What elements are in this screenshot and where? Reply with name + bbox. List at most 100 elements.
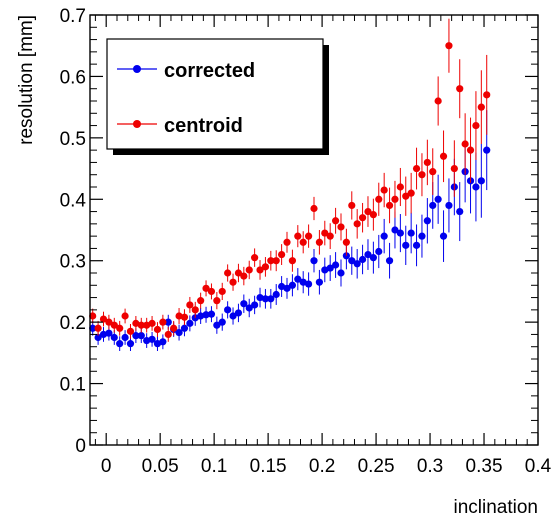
- data-point: [261, 263, 270, 271]
- legend-centroid-marker: [133, 120, 141, 128]
- data-point: [267, 295, 275, 303]
- data-point: [110, 333, 118, 342]
- data-point: [375, 195, 383, 203]
- x-tick-label: 0.25: [358, 456, 395, 477]
- data-point: [461, 140, 469, 148]
- data-point: [218, 287, 226, 296]
- y-tick-label: 0.1: [60, 375, 86, 396]
- data-point: [94, 324, 102, 332]
- data-point: [105, 318, 113, 326]
- y-tick-label: 0.5: [60, 129, 86, 150]
- data-point: [402, 192, 410, 200]
- data-point: [472, 183, 480, 191]
- x-tick-label: 0.05: [142, 456, 179, 477]
- data-point: [240, 272, 248, 280]
- data-point: [348, 201, 356, 210]
- data-point: [180, 313, 189, 321]
- data-point: [434, 195, 442, 203]
- data-point: [148, 319, 156, 327]
- data-point: [348, 257, 356, 265]
- data-point: [418, 171, 426, 179]
- data-point: [229, 278, 237, 286]
- data-point: [380, 232, 388, 240]
- data-point: [423, 217, 431, 225]
- data-point: [159, 318, 167, 326]
- data-point: [456, 207, 464, 216]
- data-point: [294, 232, 302, 240]
- data-point: [380, 186, 388, 194]
- data-point: [99, 330, 108, 339]
- data-point: [137, 332, 145, 340]
- data-point: [429, 201, 437, 210]
- legend-box: [106, 38, 324, 150]
- data-point: [132, 332, 140, 340]
- data-point: [186, 319, 194, 327]
- data-point: [224, 269, 232, 277]
- data-point: [369, 254, 377, 262]
- data-point: [245, 304, 253, 312]
- data-point: [164, 318, 172, 326]
- data-point: [288, 281, 297, 289]
- y-tick-label: 0.4: [60, 190, 87, 211]
- data-point: [153, 325, 162, 334]
- data-point: [234, 269, 243, 277]
- data-point: [315, 278, 323, 286]
- data-point: [159, 338, 167, 346]
- data-point: [315, 238, 323, 246]
- data-point: [251, 254, 259, 262]
- data-point: [391, 226, 399, 234]
- data-point: [456, 85, 464, 93]
- data-point: [402, 241, 410, 249]
- data-point: [229, 312, 237, 320]
- data-point: [423, 158, 431, 167]
- data-point: [191, 306, 199, 314]
- data-point: [261, 295, 270, 303]
- data-point: [385, 257, 394, 265]
- data-point: [385, 201, 394, 210]
- data-point: [213, 297, 221, 305]
- data-point: [445, 42, 453, 50]
- series-corrected: [89, 110, 491, 352]
- data-point: [180, 324, 189, 332]
- y-tick-label: 0.2: [60, 313, 86, 334]
- x-axis-label: inclination: [454, 497, 539, 518]
- data-point: [256, 266, 264, 274]
- data-point: [288, 257, 297, 265]
- data-point: [358, 214, 367, 222]
- data-point: [224, 306, 232, 314]
- data-point: [283, 284, 291, 292]
- data-point: [299, 238, 307, 246]
- data-point: [418, 232, 426, 240]
- data-point: [234, 309, 243, 317]
- data-point: [412, 241, 421, 249]
- data-point: [450, 164, 458, 173]
- data-point: [321, 229, 329, 237]
- data-point: [396, 229, 404, 237]
- x-tick-label: 0.15: [250, 456, 287, 477]
- data-point: [126, 327, 135, 335]
- data-point: [337, 269, 345, 277]
- data-point: [364, 207, 372, 216]
- y-tick-label: 0.7: [60, 6, 86, 27]
- data-point: [89, 324, 97, 332]
- data-point: [121, 333, 129, 342]
- data-point: [326, 264, 334, 272]
- data-point: [170, 324, 178, 332]
- data-point: [326, 232, 334, 240]
- y-axis-label: resolution [mm]: [16, 15, 37, 145]
- data-point: [477, 103, 485, 111]
- data-point: [99, 315, 108, 323]
- data-point: [175, 312, 183, 320]
- data-point: [202, 284, 210, 292]
- data-point: [310, 257, 318, 265]
- data-point: [483, 146, 491, 154]
- data-point: [369, 211, 377, 219]
- data-point: [412, 164, 421, 173]
- data-point: [391, 195, 399, 203]
- data-point: [186, 301, 194, 309]
- data-point: [283, 238, 291, 246]
- data-point: [477, 177, 485, 185]
- data-point: [375, 247, 383, 256]
- y-tick-label: 0.3: [60, 252, 86, 273]
